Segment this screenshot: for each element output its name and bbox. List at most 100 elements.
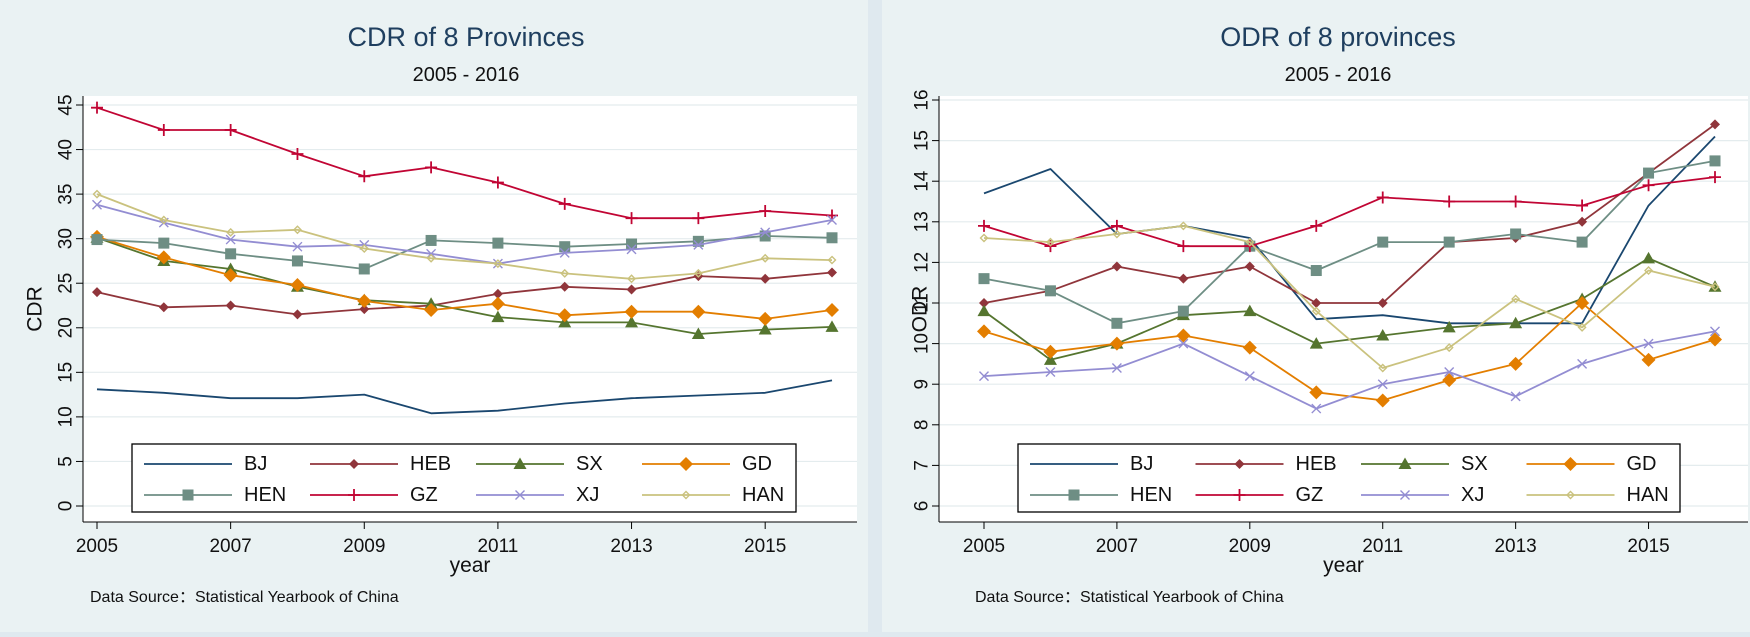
cdr-series-xj-point xyxy=(693,239,704,250)
cdr-title: CDR of 8 Provinces xyxy=(347,22,584,52)
odr-series-gz-point xyxy=(1709,171,1721,184)
odr-legend-label: GZ xyxy=(1296,484,1324,506)
cdr-series-hen-point xyxy=(492,237,504,249)
cdr-legend-item-gz: GZ xyxy=(310,484,438,506)
cdr-series-gd-point xyxy=(758,311,773,326)
odr-legend-label: BJ xyxy=(1130,453,1153,475)
cdr-legend-item-gd: GD xyxy=(642,453,772,475)
odr-series-hen-point xyxy=(1510,228,1522,240)
odr-series-gd-point xyxy=(1242,340,1257,355)
odr-series-sx-point xyxy=(1376,328,1390,341)
cdr-x-tick-label: 2011 xyxy=(477,536,518,557)
odr-legend-label: SX xyxy=(1461,453,1488,475)
cdr-series-xj-line xyxy=(96,203,833,265)
odr-series-gz-point xyxy=(978,219,990,232)
cdr-y-tick-label: 5 xyxy=(56,456,77,467)
odr-series-gd-point xyxy=(1442,373,1457,388)
cdr-series-hen-point xyxy=(225,248,237,260)
odr-series-han-line xyxy=(983,224,1716,369)
cdr-x-axis-label: year xyxy=(450,554,491,577)
cdr-series-gz-point xyxy=(224,123,237,136)
odr-legend-item-bj: BJ xyxy=(1030,453,1153,475)
cdr-series-hen-point xyxy=(626,238,638,250)
odr-x-tick-label: 2011 xyxy=(1362,536,1403,557)
odr-series-xj xyxy=(979,326,1720,414)
odr-series-hen-point xyxy=(978,273,990,285)
odr-legend-label: GD xyxy=(1627,453,1657,475)
odr-x-tick-label: 2005 xyxy=(963,536,1005,557)
cdr-chart-panel: 0 5 10 15 20 25 30 35 40 45 2005 2007 2009 2011 2013 20… xyxy=(0,0,868,632)
cdr-series-gd-point xyxy=(490,296,505,311)
odr-series-han-point xyxy=(1178,221,1188,231)
odr-series-heb-point xyxy=(1244,261,1255,272)
cdr-series-gd-point xyxy=(424,302,439,317)
cdr-series-sx-line xyxy=(96,236,833,335)
cdr-legend-marker xyxy=(513,457,527,469)
odr-series-xj-point xyxy=(1311,403,1322,414)
odr-series-han xyxy=(979,221,1720,373)
odr-series-han-point xyxy=(1710,282,1720,292)
odr-y-tick-label: 12 xyxy=(912,252,933,273)
cdr-y-tick-label: 25 xyxy=(56,273,77,294)
odr-series-sx-point xyxy=(1243,304,1257,317)
odr-series-xj-point xyxy=(1178,338,1189,349)
cdr-series-gd-point xyxy=(557,308,572,323)
odr-series-hen-point xyxy=(1310,265,1322,277)
odr-y-tick-label: 15 xyxy=(912,130,933,151)
odr-series-han-point xyxy=(1644,266,1654,276)
odr-series-gz-point xyxy=(1576,199,1589,212)
odr-y-tick-label: 10 xyxy=(912,333,933,354)
odr-legend-marker xyxy=(1233,489,1246,501)
cdr-legend-item-sx: SX xyxy=(476,453,603,475)
cdr-legend-item-heb: HEB xyxy=(310,453,451,475)
cdr-legend-label: BJ xyxy=(244,453,267,475)
cdr-x-tick-label: 2007 xyxy=(209,536,251,557)
odr-legend: BJ HEB SX GD HEN GZ XJ HAN xyxy=(1017,443,1681,513)
cdr-series-han-point xyxy=(359,243,369,253)
cdr-x-tick-label: 2013 xyxy=(610,536,652,557)
cdr-series-gd-point xyxy=(691,304,706,319)
cdr-x-tick-label: 2015 xyxy=(744,536,786,557)
cdr-series-hen-point xyxy=(692,235,704,247)
odr-y-tick-label: 14 xyxy=(912,170,933,192)
odr-y-tick-label: 11 xyxy=(912,293,933,313)
cdr-series-xj-point xyxy=(292,241,303,252)
odr-legend-item-han: HAN xyxy=(1526,484,1669,506)
cdr-series-gz-point xyxy=(425,161,438,174)
odr-series-gd-point xyxy=(1109,336,1124,351)
odr-series-gz xyxy=(978,171,1721,253)
odr-legend-label: XJ xyxy=(1461,484,1484,506)
odr-series-hen-point xyxy=(1377,236,1389,248)
cdr-y-tick-label: 10 xyxy=(56,406,77,427)
odr-series-gz-point xyxy=(1177,240,1190,253)
odr-legend-marker xyxy=(1234,459,1245,469)
cdr-y-tick-label: 45 xyxy=(56,94,77,115)
odr-series-gd-point xyxy=(1708,332,1722,347)
cdr-series-hen-point xyxy=(358,263,370,275)
cdr-legend-label: HEB xyxy=(410,453,451,475)
odr-legend-marker xyxy=(1400,490,1410,500)
odr-x-tick-label: 2013 xyxy=(1494,536,1536,557)
odr-series-hen-point xyxy=(1044,285,1056,297)
cdr-series-heb-point xyxy=(292,309,303,320)
odr-series-xj-line xyxy=(983,330,1716,410)
odr-series-heb-line xyxy=(983,123,1716,304)
odr-series-gd-point xyxy=(977,324,991,339)
odr-chart-panel: 6 7 8 9 10 11 12 13 14 15 16 2005 2007 2009 2011 2013 20… xyxy=(882,0,1750,632)
odr-series-han-point xyxy=(1444,343,1454,353)
cdr-series-han-point xyxy=(760,253,770,263)
odr-series-han-point xyxy=(1378,363,1388,373)
cdr-series-gz-line xyxy=(96,106,833,220)
odr-legend-item-hen: HEN xyxy=(1030,484,1172,506)
cdr-series-hen-line xyxy=(96,235,833,270)
odr-chart: 6 7 8 9 10 11 12 13 14 15 16 2005 2007 2009 2011 2013 20… xyxy=(909,22,1748,606)
cdr-series-heb-point xyxy=(760,273,771,284)
cdr-legend-box xyxy=(131,443,797,513)
cdr-series-heb-point xyxy=(158,302,169,313)
odr-series-gz-line xyxy=(983,176,1716,248)
cdr-series-heb-point xyxy=(559,281,570,292)
odr-legend-box xyxy=(1017,443,1681,513)
cdr-series-han-line xyxy=(96,193,833,280)
cdr-series-han-point xyxy=(493,259,503,269)
cdr-series-han-point xyxy=(827,255,837,265)
